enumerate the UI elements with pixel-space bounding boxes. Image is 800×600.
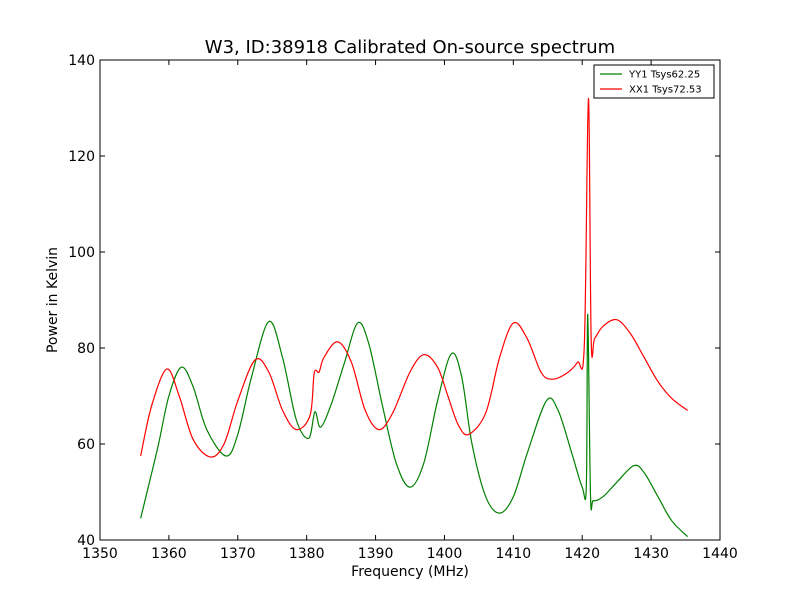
series-line-1 [140, 313, 689, 538]
x-tick-label: 1440 [702, 546, 738, 562]
series-layer [140, 97, 689, 538]
x-tick-label: 1430 [633, 546, 669, 562]
plot-frame [99, 59, 721, 541]
legend-box [593, 64, 715, 99]
x-tick-label: 1350 [82, 546, 118, 562]
x-tick-label: 1380 [289, 546, 325, 562]
x-tick-label: 1400 [427, 546, 463, 562]
y-axis-label: Power in Kelvin [45, 247, 61, 353]
legend-label-2: XX1 Tsys72.53 [629, 85, 702, 96]
chart-title: W3, ID:38918 Calibrated On-source spectr… [205, 37, 615, 58]
legend-label-1: YY1 Tsys62.25 [628, 70, 700, 81]
x-tick-label: 1390 [358, 546, 394, 562]
x-tick-label: 1360 [151, 546, 187, 562]
y-tick-label: 100 [68, 245, 95, 261]
x-tick-label: 1420 [564, 546, 600, 562]
y-tick-label: 140 [68, 53, 95, 69]
y-tick-label: 80 [77, 341, 95, 357]
x-tick-label: 1370 [220, 546, 256, 562]
x-axis-label: Frequency (MHz) [351, 564, 469, 580]
tick-layer: 1350 1360 1370 1380 1390 1400 1410 1420 1430 1440… [68, 53, 738, 562]
plot-area [100, 60, 720, 540]
y-tick-label: 60 [77, 437, 95, 453]
x-tick-label: 1410 [496, 546, 532, 562]
series-line-2 [140, 97, 688, 458]
y-tick-label: 40 [77, 533, 95, 549]
legend: YY1 Tsys62.25 XX1 Tsys72.53 [593, 64, 715, 99]
y-tick-label: 120 [68, 149, 95, 165]
